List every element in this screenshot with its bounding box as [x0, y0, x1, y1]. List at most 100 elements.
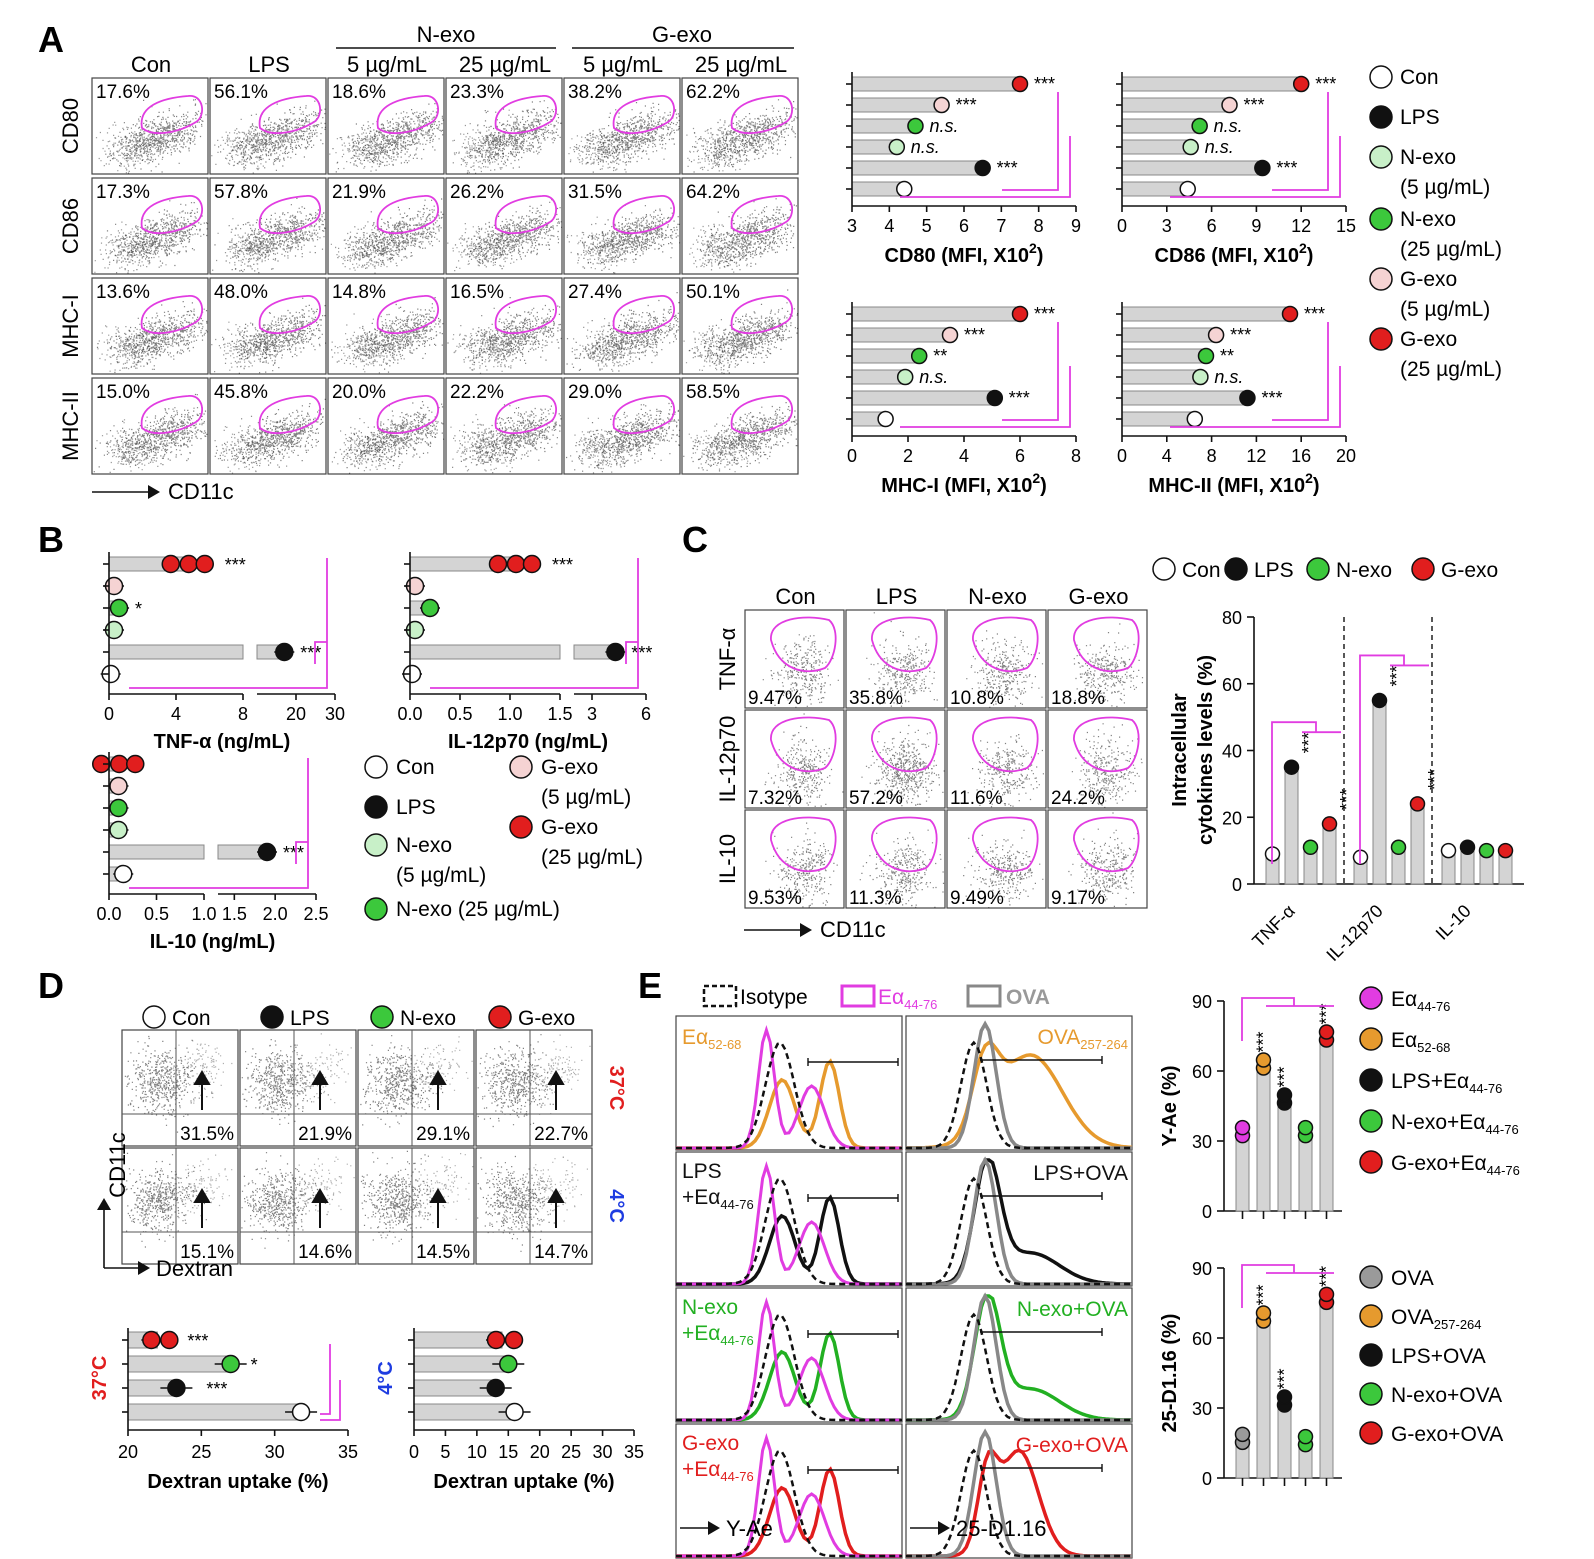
panel-a-scatter-b-0-2	[329, 127, 410, 172]
e-yae-bar-3	[1298, 1131, 1313, 1212]
mfi-0-point-0	[1011, 75, 1029, 93]
b-il12-star-0: ***	[552, 555, 573, 575]
d-37-ylabel: 37°C	[89, 1356, 111, 1401]
panel-d-arrow-0-1	[311, 1070, 329, 1110]
mfi-1-title: CD86 (MFI, X102)	[1155, 240, 1314, 267]
panel-d-label: D	[38, 965, 64, 1006]
c-chart-bar-1-3	[1410, 803, 1425, 885]
e-legend-25d-dot-2	[1359, 1343, 1383, 1367]
panel-a-legend-label-4: G-exo	[1400, 268, 1457, 291]
b-tnf-point-b-0	[179, 554, 198, 574]
e-25d-point-b-1	[1255, 1305, 1272, 1321]
mfi-3-bar-5	[1121, 411, 1196, 427]
mfi-1-point-4	[1254, 159, 1271, 177]
mfi-2-bar-1	[851, 327, 951, 343]
panel-c-scatter-1-0	[764, 713, 844, 807]
panel-c-pct-1-2: 11.6%	[950, 788, 1003, 809]
mfi-2-point-0	[1011, 305, 1029, 323]
panel-a-gate-2-2	[376, 295, 439, 335]
e-right-plot-1	[905, 1151, 1133, 1287]
panel-a-pct-1-5: 64.2%	[686, 182, 740, 203]
c-chart-cat-2: IL-10	[1432, 901, 1475, 944]
panel-a-scatter-3-5-dots	[683, 402, 798, 472]
e-yae-star-4: ***	[1317, 1003, 1337, 1024]
mfi-3-xtick-label-5: 20	[1336, 446, 1356, 466]
panel-c-legend-dot-0	[1152, 557, 1176, 581]
e-yae-point-b-3	[1297, 1119, 1314, 1136]
d-4-xtick-label-0: 0	[409, 1442, 419, 1462]
b-il12-point-b-0	[506, 554, 526, 574]
e-left-plot-1	[675, 1151, 903, 1287]
d-37-point-b-0	[160, 1330, 179, 1350]
panel-c-scatter-1-1-dots	[861, 724, 945, 807]
panel-a-scatter-b-3-4	[570, 417, 643, 474]
panel-a-pct-3-0: 15.0%	[96, 382, 150, 403]
mfi-1-star-2: n.s.	[1214, 116, 1243, 136]
mfi-0-xtick-label-2: 5	[922, 216, 932, 236]
mfi-3-bar-3	[1121, 369, 1201, 385]
panel-d-scatter-0-0	[124, 1035, 213, 1133]
panel-c-pct-2-3: 9.17%	[1051, 888, 1105, 909]
panel-a-scatter-2-3	[447, 297, 562, 371]
panel-c-legend-dot-2	[1306, 557, 1330, 581]
e-legend-yae-dot-0	[1359, 986, 1383, 1010]
panel-a-scatter-3-4	[566, 402, 681, 472]
mfi-1-star-1: ***	[1244, 95, 1265, 115]
panel-d-pct-0-1: 21.9%	[298, 1124, 352, 1145]
panel-c-col-3: G-exo	[1069, 584, 1129, 609]
panel-a-group-nexo: N-exo	[417, 22, 476, 47]
panel-a-pct-0-1: 56.1%	[214, 82, 268, 103]
b-tnf-point-2	[109, 598, 129, 618]
panel-c-pct-1-3: 24.2%	[1051, 788, 1105, 809]
panel-d-arrow-0-3	[547, 1070, 565, 1110]
panel-a-gate-3-0	[140, 395, 203, 435]
mfi-0-title: CD80 (MFI, X102)	[885, 240, 1044, 267]
e-legend-25d-label-3: N-exo+OVA	[1391, 1384, 1502, 1407]
b-tnf-star-4: ***	[300, 643, 321, 663]
panel-a-scatter-b-2-0-dots	[97, 322, 175, 372]
mfi-1-point-5	[1179, 180, 1196, 198]
panel-a-legend-dot-2	[1369, 145, 1393, 169]
panel-a-gate-0-4	[612, 95, 675, 135]
panel-c-plot-1-3	[1047, 709, 1148, 809]
panel-a-pct-3-1: 45.8%	[214, 382, 268, 403]
panel-d-scatter-b-0-3	[517, 1034, 591, 1106]
c-chart-bar-0-3	[1322, 823, 1337, 885]
panel-a-scatter-b-3-2	[331, 418, 400, 472]
mfi-2-star-4: ***	[1009, 388, 1030, 408]
b-il12-point-a-0	[488, 554, 508, 574]
mfi-0-point-5	[896, 180, 913, 198]
e-legend-isotype-label: Isotype	[740, 986, 808, 1009]
panel-d-legend-dot-1	[260, 1005, 284, 1029]
panel-c-scatter-0-3-dots	[1073, 623, 1144, 708]
b-il12-point-4	[606, 642, 625, 662]
b-tnf-title: TNF-α (ng/mL)	[154, 731, 291, 753]
panel-d-scatter-1-0	[124, 1152, 207, 1248]
e-yae-ytick-label-1: 30	[1192, 1132, 1212, 1152]
mfi-1-xtick-label-4: 12	[1291, 216, 1311, 236]
e-legend-ova-label: OVA	[1006, 986, 1050, 1009]
panel-a-pct-2-2: 14.8%	[332, 282, 386, 303]
c-chart-ylabel: Intracellular cytokines levels (%)	[1169, 655, 1217, 845]
e-legend-yae-label-1: Eα52-68	[1391, 1029, 1450, 1055]
panel-a-scatter-b-1-1-dots	[216, 218, 289, 271]
panel-a-scatter-1-3	[454, 199, 563, 270]
d-37-point-a-0	[142, 1330, 161, 1350]
d-37-bracket	[320, 1344, 341, 1421]
panel-c-xaxis-arrowhead	[800, 923, 812, 937]
e-legend-ea-label: Eα44-76	[878, 986, 937, 1012]
e-legend-25d-dot-0	[1359, 1265, 1383, 1289]
e-left-isotype-1	[676, 1177, 902, 1286]
e-yae-ytick-label-0: 0	[1202, 1202, 1212, 1222]
mfi-2-point-5	[877, 410, 894, 428]
panel-d-arrow-0-2	[429, 1070, 447, 1110]
mfi-0-star-3: n.s.	[911, 137, 940, 157]
mfi-0-point-2	[907, 117, 924, 135]
mfi-1-bracket	[1170, 92, 1341, 198]
c-chart-star-0-3: ***	[1337, 789, 1357, 810]
c-chart-point-2-0	[1440, 842, 1457, 859]
panel-a-scatter-b-0-1-dots	[211, 118, 291, 174]
panel-c-row-2: IL-10	[715, 834, 740, 884]
panel-c-col-0: Con	[775, 584, 815, 609]
panel-b-legend-dot-3	[364, 897, 388, 921]
